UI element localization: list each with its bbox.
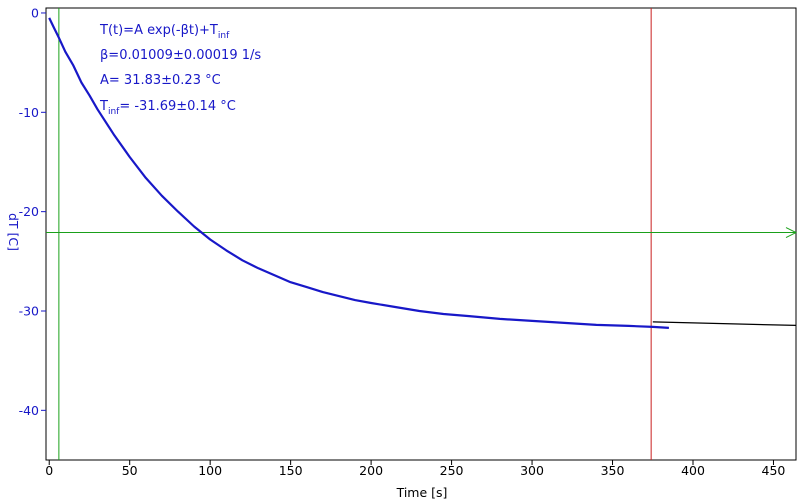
plot-frame [45, 7, 797, 461]
fit-formula: T(t)=A exp(-βt)+Tinf [99, 23, 230, 41]
y-tick-label: -30 [19, 303, 39, 318]
y-tick-label: -20 [19, 204, 39, 219]
horizontal-cursor-arrow [785, 227, 798, 238]
x-tick-label: 400 [681, 463, 705, 478]
y-tick-label: -40 [19, 403, 39, 418]
x-tick-label: 100 [198, 463, 222, 478]
x-axis-label: Time [s] [396, 485, 448, 500]
series-line-fit [652, 321, 797, 326]
x-tick-label: 450 [762, 463, 786, 478]
fit-tinf: Tinf= -31.69±0.14 °C [99, 99, 236, 117]
x-tick-label: 350 [601, 463, 625, 478]
fit-beta: β=0.01009±0.00019 1/s [100, 48, 261, 63]
series-line-measurement [48, 17, 669, 329]
x-tick-label: 150 [279, 463, 303, 478]
y-axis-label: dT [C] [6, 213, 21, 251]
x-tick-label: 50 [122, 463, 138, 478]
x-tick-label: 0 [45, 463, 53, 478]
y-tick-label: 0 [31, 5, 39, 20]
fit-amplitude: A= 31.83±0.23 °C [100, 73, 221, 88]
y-tick-label: -10 [19, 105, 39, 120]
x-tick-label: 300 [520, 463, 544, 478]
x-tick-label: 200 [359, 463, 383, 478]
x-tick-label: 250 [440, 463, 464, 478]
